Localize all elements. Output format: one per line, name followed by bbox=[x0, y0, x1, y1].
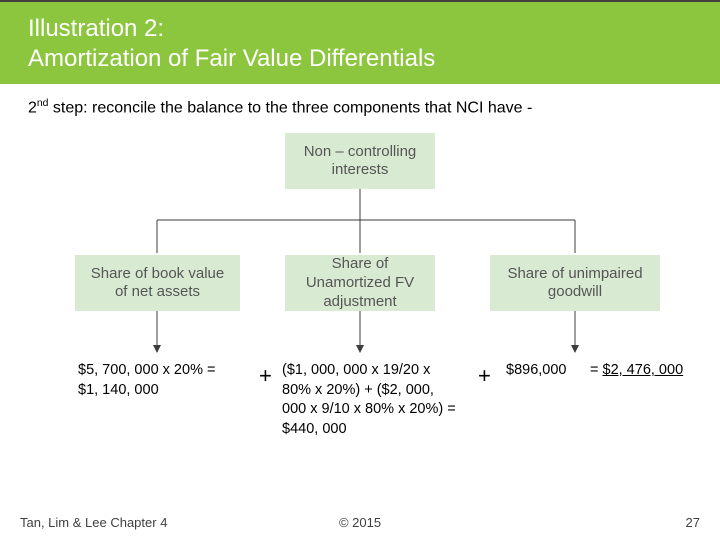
footer-center: © 2015 bbox=[339, 515, 381, 530]
calc-book-value: $5, 700, 000 x 20% = $1, 140, 000 bbox=[78, 361, 233, 400]
title-line2: Amortization of Fair Value Differentials bbox=[28, 44, 692, 74]
step-prefix: 2 bbox=[28, 99, 37, 116]
diagram-area: Non – controlling interests Share of boo… bbox=[0, 125, 720, 355]
equals-sign: = bbox=[590, 362, 603, 378]
calc-goodwill: $896,000 bbox=[506, 361, 586, 381]
calc-total: = $2, 476, 000 bbox=[590, 361, 700, 381]
step-text: 2nd step: reconcile the balance to the t… bbox=[0, 84, 720, 125]
title-bar: Illustration 2: Amortization of Fair Val… bbox=[0, 0, 720, 84]
node-child-2: Share of Unamortized FV adjustment bbox=[285, 255, 435, 311]
footer-page-number: 27 bbox=[686, 515, 700, 530]
calculation-row: $5, 700, 000 x 20% = $1, 140, 000 + ($1,… bbox=[0, 355, 720, 475]
title-line1: Illustration 2: bbox=[28, 14, 692, 44]
plus-1: + bbox=[259, 363, 272, 389]
step-superscript: nd bbox=[37, 98, 49, 109]
calc-fv-adjustment: ($1, 000, 000 x 19/20 x 80% x 20%) + ($2… bbox=[282, 361, 462, 439]
node-child-1: Share of book value of net assets bbox=[75, 255, 240, 311]
footer-left: Tan, Lim & Lee Chapter 4 bbox=[20, 515, 167, 530]
node-root: Non – controlling interests bbox=[285, 133, 435, 189]
total-value: $2, 476, 000 bbox=[603, 362, 684, 378]
footer: Tan, Lim & Lee Chapter 4 © 2015 27 bbox=[0, 515, 720, 530]
step-rest: step: reconcile the balance to the three… bbox=[48, 99, 532, 116]
node-child-3: Share of unimpaired goodwill bbox=[490, 255, 660, 311]
plus-2: + bbox=[478, 363, 491, 389]
